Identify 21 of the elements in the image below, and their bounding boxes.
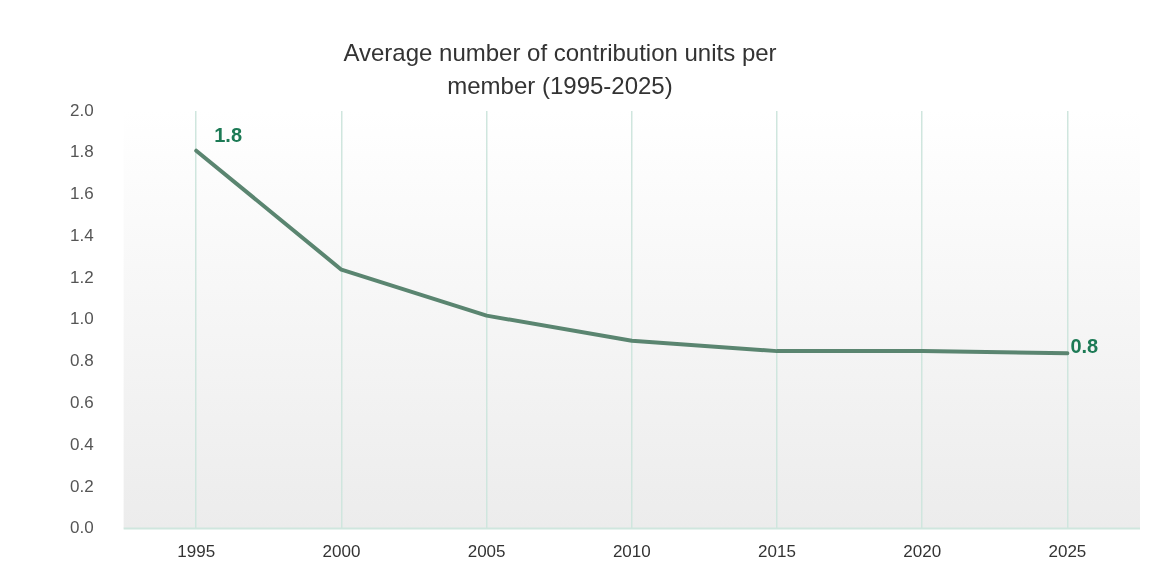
x-tick-label: 2000 <box>322 542 361 562</box>
y-tick-label: 0.8 <box>69 351 94 371</box>
x-tick-label: 2015 <box>758 542 796 562</box>
y-tick-label: 2.0 <box>69 100 94 120</box>
y-tick-label: 1.4 <box>69 225 94 245</box>
y-tick-label: 1.0 <box>69 309 94 329</box>
chart-title: Average number of contribution units per member (1995-2025) <box>342 38 778 101</box>
y-tick-label: 1.6 <box>69 184 94 204</box>
x-tick-label: 1995 <box>177 542 216 562</box>
x-tick-label: 2010 <box>612 542 651 562</box>
x-tick-label: 2005 <box>467 542 506 562</box>
y-tick-label: 0.0 <box>69 518 94 538</box>
y-tick-label: 1.2 <box>69 267 94 287</box>
y-tick-label: 0.4 <box>69 434 94 454</box>
data-label: 1.8 <box>214 124 243 147</box>
x-tick-label: 2025 <box>1048 542 1087 562</box>
x-tick-label: 2020 <box>903 542 942 562</box>
y-tick-label: 1.8 <box>69 142 94 162</box>
y-tick-label: 0.2 <box>69 476 94 496</box>
data-label: 0.8 <box>1070 334 1099 357</box>
y-tick-label: 0.6 <box>69 393 94 413</box>
